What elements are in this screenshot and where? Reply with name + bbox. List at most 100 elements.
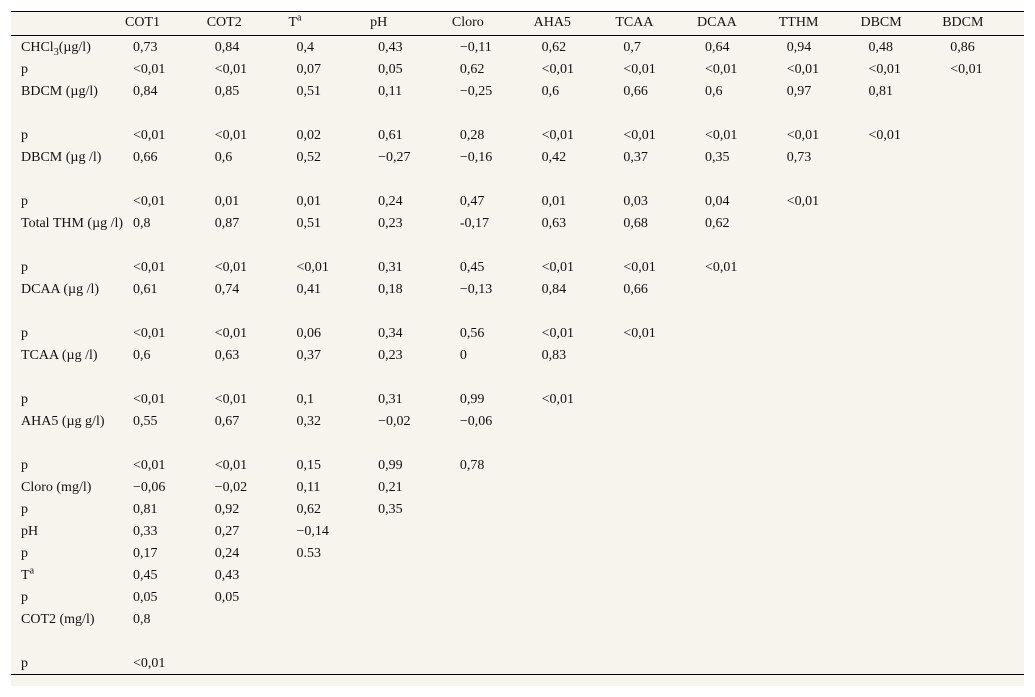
table-cell [615, 564, 697, 586]
table-cell: 0,37 [296, 348, 321, 363]
table-cell [534, 410, 616, 454]
row-label: pH [11, 520, 125, 542]
table-row: Ta 0,45 0,43 [11, 564, 1024, 586]
table-cell [697, 652, 779, 675]
row-label: Ta [11, 564, 125, 586]
row-label-text: p [21, 194, 28, 209]
table-cell: 0,84 [541, 282, 567, 297]
table-cell [779, 278, 861, 322]
table-cell: 0,8 [133, 216, 151, 231]
row-label: p [11, 58, 125, 80]
table-cell: <0,01 [705, 62, 738, 77]
table-cell [779, 542, 861, 564]
table-cell: 0,32 [296, 414, 321, 429]
row-label: p [11, 586, 125, 608]
table-cell [779, 322, 861, 344]
row-label: p [11, 256, 125, 278]
table-cell: 0,62 [459, 62, 485, 77]
table-cell: 0,63 [541, 216, 567, 231]
table-cell: <0,01 [541, 260, 574, 275]
table-cell [615, 608, 697, 652]
row-label-text: DCAA (µg /l) [21, 282, 100, 297]
table-container: COT1 COT2 Ta pH Cloro AHA5 TCAA DCAA TTHM DBCM BDC… [11, 11, 1024, 686]
table-cell [697, 388, 779, 410]
table-cell: <0,01 [705, 128, 738, 143]
table-cell [942, 564, 1024, 586]
row-label-text: p [21, 326, 28, 341]
table-cell: 0,84 [133, 84, 158, 99]
table-cell [207, 608, 289, 652]
table-cell: 0,41 [296, 282, 321, 297]
table-cell: −0,25 [459, 84, 493, 99]
table-cell: 0,04 [705, 194, 730, 209]
table-cell: 0,4 [296, 40, 314, 55]
header-cell: DBCM [860, 11, 943, 36]
table-cell: <0,01 [133, 458, 166, 473]
table-body: CHCl3(µg/l) 0,73 0,84 0,4 0,43 −0,11 0,62 0,7 0,… [11, 36, 1024, 675]
table-row: p <0,01 0,01 0,01 0,24 0,47 0,01 0,03 0,04 <0,01 [11, 190, 1024, 212]
table-cell: <0,01 [786, 128, 820, 143]
table-cell [942, 476, 1024, 498]
row-label: TCAA (µg /l) [11, 344, 125, 388]
table-cell: 0,84 [214, 40, 240, 55]
table-cell: 0,11 [296, 480, 321, 495]
table-cell [370, 652, 452, 675]
table-cell: −0,02 [378, 414, 411, 429]
header-cell: TTHM [778, 11, 861, 36]
row-label-text: p [21, 260, 28, 275]
table-cell: <0,01 [541, 326, 574, 341]
header-cell: AHA5 [533, 11, 616, 36]
table-cell: 0,01 [214, 194, 240, 209]
table-cell: 0,23 [378, 216, 403, 231]
table-cell [370, 564, 452, 586]
table-cell: <0,01 [623, 62, 656, 77]
table-cell: 0,07 [296, 62, 321, 77]
table-cell: 0,05 [378, 62, 403, 77]
table-cell [779, 454, 861, 476]
table-cell [534, 586, 616, 608]
table-cell [860, 322, 942, 344]
table-cell [451, 652, 534, 675]
row-label-text: TCAA (µg /l) [21, 348, 98, 363]
table-cell: 0,1 [296, 392, 314, 407]
table-cell [942, 454, 1024, 476]
table-cell: −0,13 [459, 282, 493, 297]
table-cell: 0,8 [133, 612, 151, 627]
table-cell: <0,01 [296, 260, 329, 275]
table-row: CHCl3(µg/l) 0,73 0,84 0,4 0,43 −0,11 0,62 0,7 0,… [11, 36, 1024, 59]
table-cell: 0,06 [296, 326, 321, 341]
table-cell [860, 520, 942, 542]
table-cell: 0,03 [623, 194, 648, 209]
table-cell: 0,92 [214, 502, 240, 517]
table-cell [942, 212, 1024, 256]
table-cell: 0,64 [705, 40, 730, 55]
table-row: AHA5 (µg g/l) 0,55 0,67 0,32 −0,02 −0,06 [11, 410, 1024, 454]
table-cell [615, 652, 698, 675]
table-cell: 0,94 [786, 40, 812, 55]
table-row: BDCM (µg/l) 0,84 0,85 0,51 0,11 −0,25 0,6 0,66 0… [11, 80, 1024, 124]
row-label-text: CHCl3(µg/l) [21, 40, 91, 58]
table-cell [615, 498, 697, 520]
table-row: Total THM (µg /l) 0,8 0,87 0,51 0,23 -0,17 0,6… [11, 212, 1024, 256]
table-row: COT2 (mg/l) 0,8 [11, 608, 1024, 652]
table-cell [779, 498, 861, 520]
table-cell: <0,01 [214, 392, 248, 407]
table-cell [942, 520, 1024, 542]
table-cell: <0,01 [133, 128, 166, 143]
table-cell [288, 564, 370, 586]
table-cell: 0,31 [378, 260, 403, 275]
table-cell: 0,74 [214, 282, 240, 297]
table-cell: 0,34 [378, 326, 403, 341]
row-label: p [11, 652, 125, 675]
table-cell: <0,01 [541, 392, 574, 407]
table-cell: 0.53 [296, 546, 321, 561]
table-cell: <0,01 [133, 392, 166, 407]
table-cell: <0,01 [786, 62, 820, 77]
table-cell: 0,6 [541, 84, 560, 99]
table-cell [615, 344, 697, 388]
table-cell [942, 190, 1024, 212]
correlation-table: COT1 COT2 Ta pH Cloro AHA5 TCAA DCAA TTHM DBCM BDC… [11, 11, 1024, 675]
row-label: COT2 (mg/l) [11, 608, 125, 652]
row-label-text: pH [21, 524, 39, 539]
table-cell: 0,24 [378, 194, 403, 209]
